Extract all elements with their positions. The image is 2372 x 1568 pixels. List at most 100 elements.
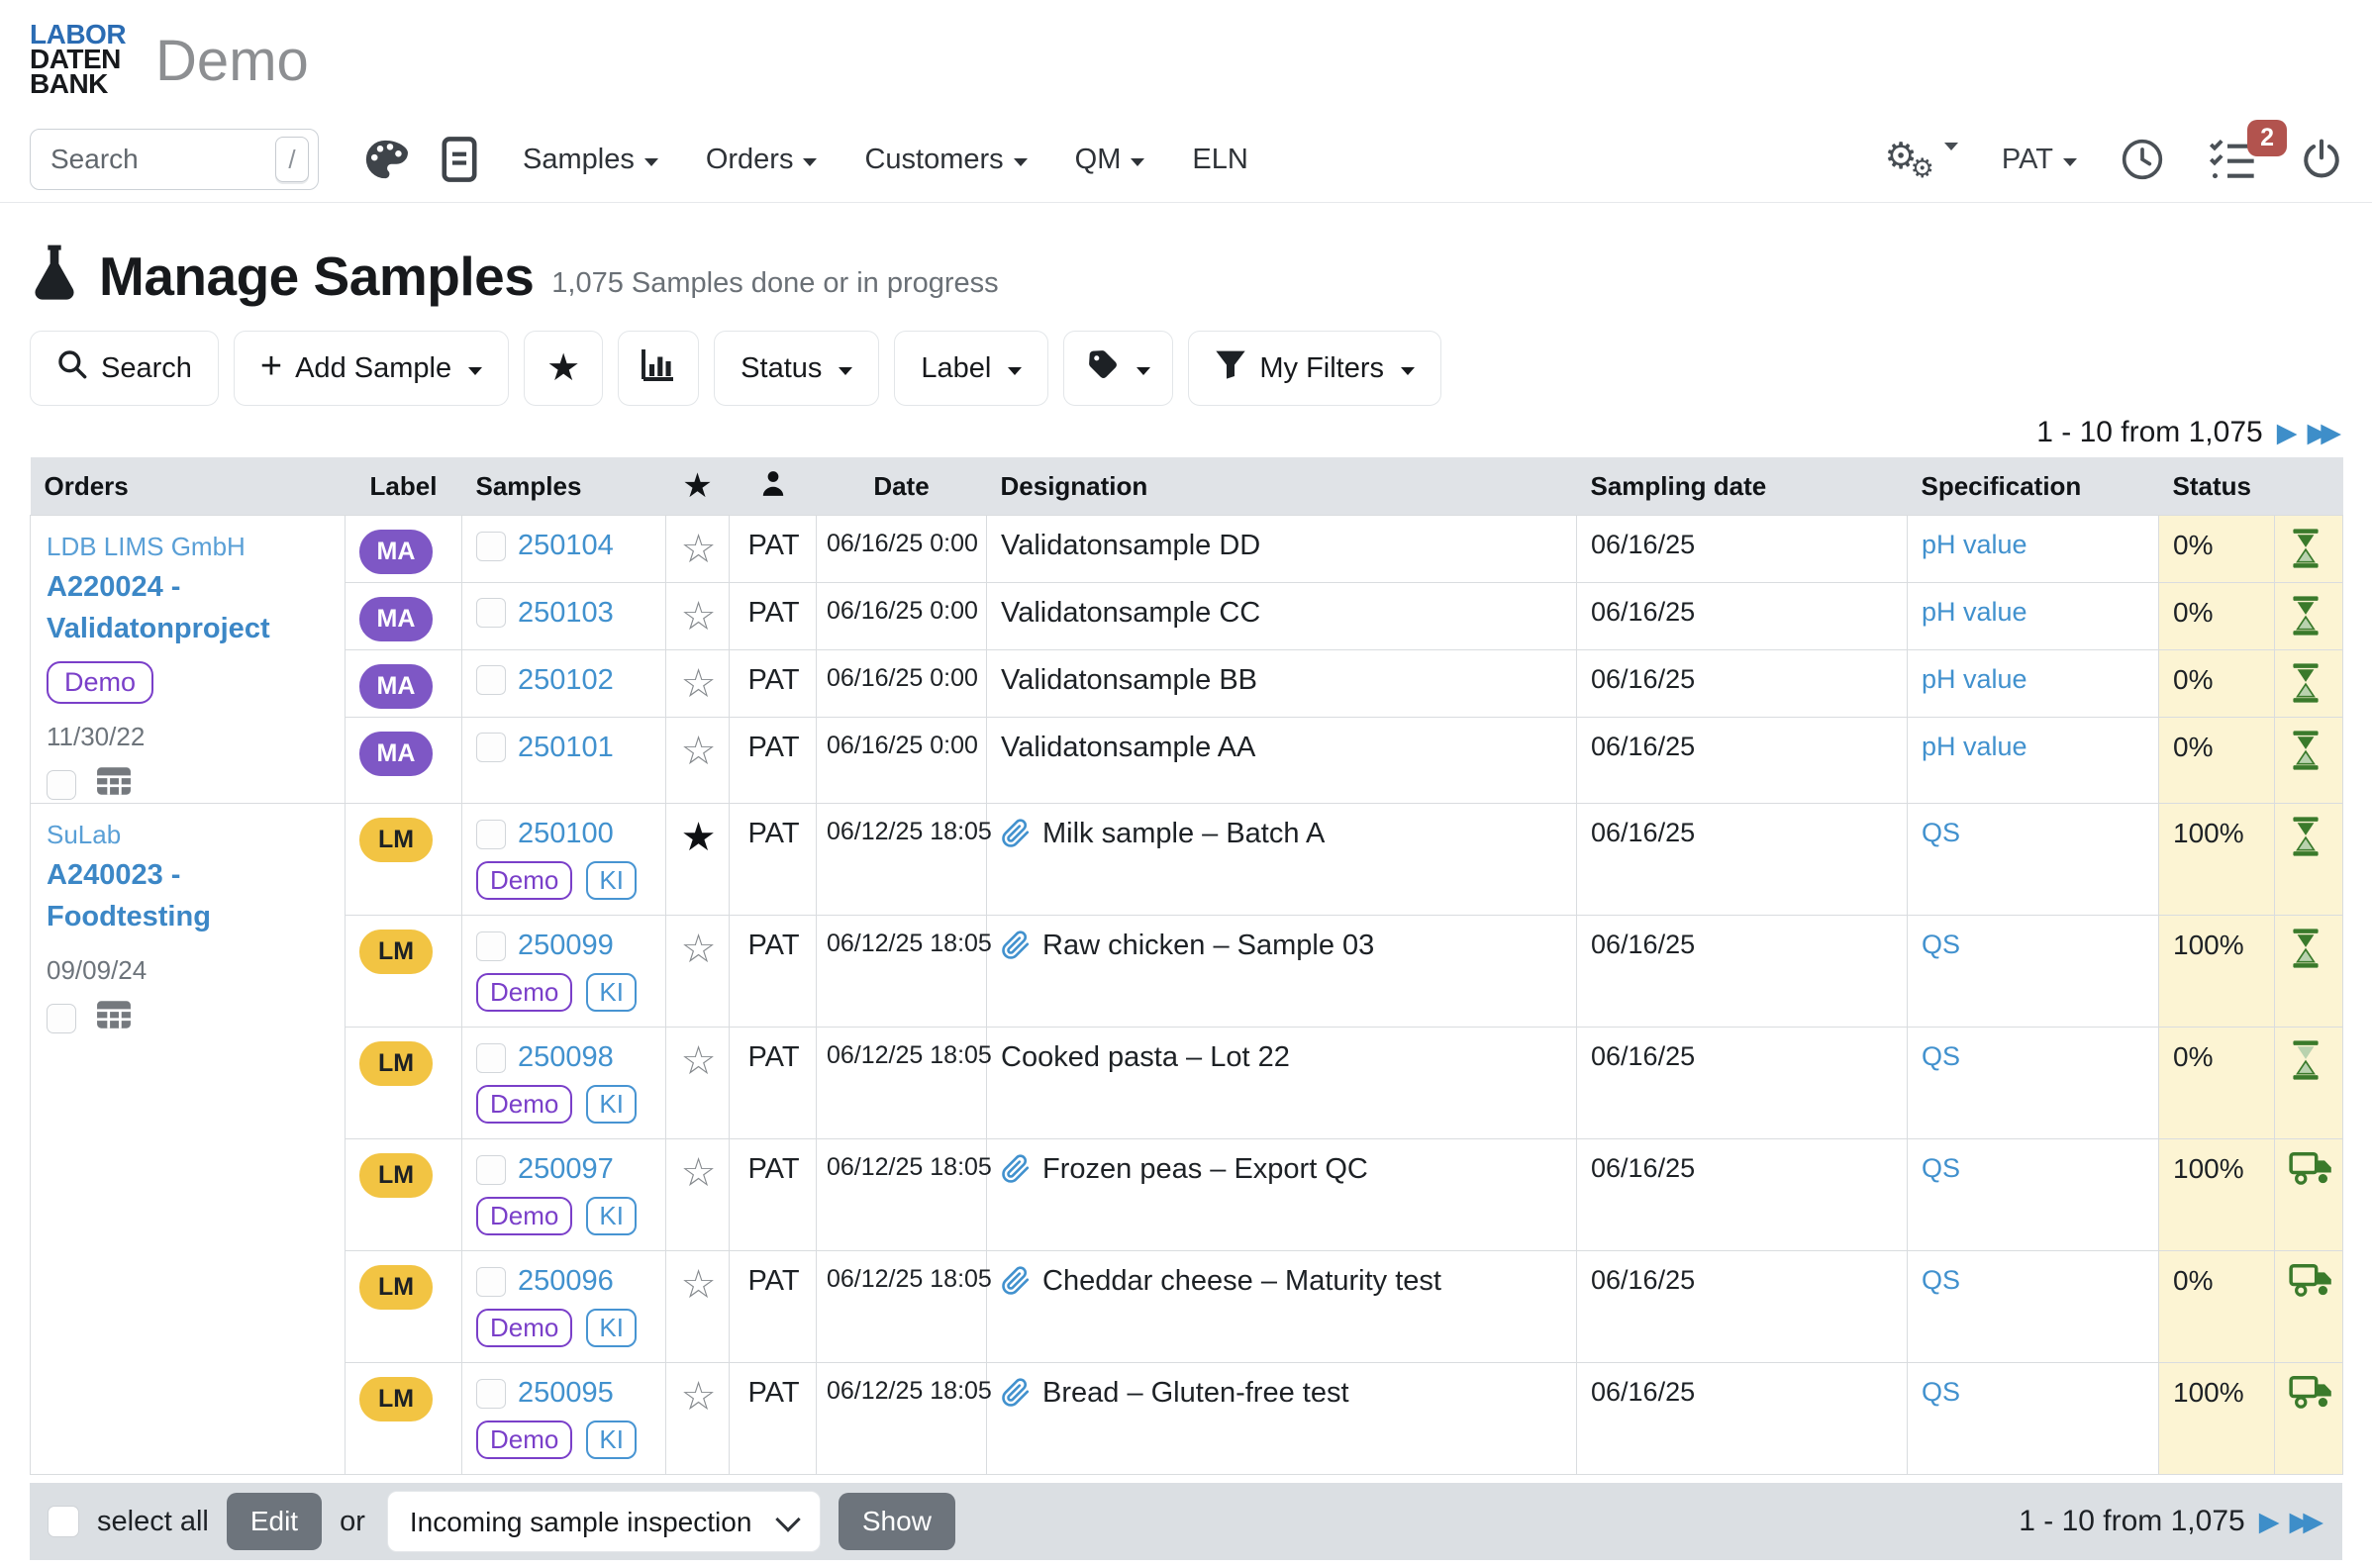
sample-number-link[interactable]: 250102 — [518, 663, 614, 696]
power-icon[interactable] — [2301, 139, 2342, 180]
user-menu[interactable]: PAT — [2002, 144, 2077, 176]
next-page-icon[interactable]: ▶ — [2258, 1506, 2280, 1536]
menu-orders[interactable]: Orders — [706, 144, 818, 176]
favorite-star-icon[interactable]: ☆ — [680, 928, 717, 972]
sample-checkbox[interactable] — [476, 1378, 506, 1409]
sample-checkbox[interactable] — [476, 1042, 506, 1073]
sample-number-link[interactable]: 250100 — [518, 818, 614, 850]
specification-link[interactable]: QS — [1922, 930, 1961, 960]
chevron-down-icon — [1401, 366, 1416, 375]
sample-checkbox[interactable] — [476, 733, 506, 763]
sample-checkbox[interactable] — [476, 531, 506, 561]
my-filters-button[interactable]: My Filters — [1188, 331, 1442, 406]
sample-number-link[interactable]: 250095 — [518, 1377, 614, 1410]
specification-link[interactable]: pH value — [1922, 663, 2027, 694]
edit-button[interactable]: Edit — [226, 1493, 323, 1551]
sample-checkbox[interactable] — [476, 598, 506, 629]
last-page-icon[interactable]: ▶▶ — [2307, 417, 2340, 447]
specification-link[interactable]: pH value — [1922, 731, 2027, 761]
sample-checkbox[interactable] — [476, 1154, 506, 1185]
sample-number-link[interactable]: 250098 — [518, 1041, 614, 1074]
column-header-status[interactable]: Status — [2158, 457, 2275, 516]
column-header-orders[interactable]: Orders — [30, 457, 346, 516]
user-column-header[interactable] — [729, 457, 817, 516]
paperclip-icon — [1001, 931, 1031, 968]
column-header-designation[interactable]: Designation — [986, 457, 1577, 516]
table-row: SuLab A240023 - Foodtesting 09/09/24 LM 2501… — [30, 803, 2343, 1476]
specification-link[interactable]: QS — [1922, 1153, 1961, 1184]
specification-cell: pH value — [1907, 648, 2159, 718]
search-input[interactable] — [31, 144, 318, 175]
column-header-status-icon[interactable] — [2274, 457, 2343, 516]
next-page-icon[interactable]: ▶ — [2276, 417, 2298, 447]
table-view-icon[interactable] — [96, 1000, 132, 1036]
specification-link[interactable]: pH value — [1922, 596, 2027, 627]
last-page-icon[interactable]: ▶▶ — [2289, 1506, 2323, 1536]
sample-number-link[interactable]: 250103 — [518, 596, 614, 629]
action-select[interactable]: Incoming sample inspection — [386, 1491, 821, 1553]
order-checkbox[interactable] — [47, 1003, 76, 1033]
favorite-star-icon[interactable]: ☆ — [680, 1263, 717, 1308]
label-filter-button[interactable]: Label — [894, 331, 1049, 406]
settings-gears-icon[interactable]: ⚙ ⚙ — [1885, 138, 1958, 182]
statistics-button[interactable] — [618, 331, 700, 406]
star-column-header[interactable]: ★ — [665, 457, 730, 516]
column-header-samples[interactable]: Samples — [461, 457, 666, 516]
clock-icon[interactable] — [2121, 138, 2164, 181]
order-checkbox[interactable] — [47, 769, 76, 800]
favorites-filter-button[interactable]: ★ — [524, 331, 604, 406]
column-header-date[interactable]: Date — [816, 457, 987, 516]
tag-filter-button[interactable] — [1063, 331, 1174, 406]
status-icon-cell — [2274, 515, 2343, 583]
column-header-sampling-date[interactable]: Sampling date — [1576, 457, 1908, 516]
document-icon[interactable] — [442, 137, 477, 182]
show-button[interactable]: Show — [838, 1493, 955, 1551]
menu-eln[interactable]: ELN — [1192, 143, 1248, 175]
favorite-star-icon[interactable]: ★ — [680, 816, 717, 860]
sample-number-link[interactable]: 250099 — [518, 930, 614, 962]
specification-link[interactable]: pH value — [1922, 530, 2027, 559]
menu-qm[interactable]: QM — [1075, 144, 1145, 176]
status-filter-button[interactable]: Status — [714, 331, 880, 406]
specification-link[interactable]: QS — [1922, 1041, 1961, 1072]
column-header-label[interactable]: Label — [345, 457, 462, 516]
order-link[interactable]: A240023 - Foodtesting — [47, 859, 211, 933]
order-customer-link[interactable]: SuLab — [47, 820, 122, 850]
specification-link[interactable]: QS — [1922, 1377, 1961, 1408]
sample-number-link[interactable]: 250097 — [518, 1153, 614, 1186]
sample-checkbox[interactable] — [476, 931, 506, 961]
add-sample-button[interactable]: + Add Sample — [233, 331, 510, 406]
designation-cell: Validatonsample BB — [986, 648, 1577, 718]
favorite-star-icon[interactable]: ☆ — [680, 528, 717, 571]
sample-checkbox[interactable] — [476, 819, 506, 849]
sample-checkbox[interactable] — [476, 1266, 506, 1297]
chevron-down-icon — [1013, 157, 1028, 166]
favorite-star-icon[interactable]: ☆ — [680, 1039, 717, 1084]
menu-customers[interactable]: Customers — [864, 144, 1028, 176]
tasklist-icon[interactable]: 2 — [2208, 120, 2287, 181]
favorite-star-icon[interactable]: ☆ — [680, 594, 717, 638]
sample-checkbox[interactable] — [476, 665, 506, 696]
table-view-icon[interactable] — [96, 766, 132, 803]
sample-number-link[interactable]: 250101 — [518, 731, 614, 763]
sample-type-badge: LM — [359, 818, 433, 863]
bar-chart-icon — [641, 346, 676, 390]
order-customer-link[interactable]: LDB LIMS GmbH — [47, 532, 246, 561]
labordatenbank-logo[interactable]: LABOR DATEN BANK — [30, 20, 127, 97]
specification-link[interactable]: QS — [1922, 1265, 1961, 1296]
sample-cell: 250104 — [461, 515, 666, 583]
sample-number-link[interactable]: 250096 — [518, 1265, 614, 1298]
favorite-star-icon[interactable]: ☆ — [680, 661, 717, 706]
order-link[interactable]: A220024 - Validatonproject — [47, 571, 270, 645]
search-button[interactable]: Search — [30, 331, 219, 406]
sample-number-link[interactable]: 250104 — [518, 530, 614, 561]
palette-icon[interactable] — [362, 137, 408, 182]
favorite-star-icon[interactable]: ☆ — [680, 1151, 717, 1196]
favorite-star-icon[interactable]: ☆ — [680, 729, 717, 773]
select-all-checkbox[interactable] — [48, 1506, 79, 1538]
favorite-star-icon[interactable]: ☆ — [680, 1375, 717, 1420]
column-header-specification[interactable]: Specification — [1907, 457, 2159, 516]
hourglass-light-icon — [2289, 1040, 2323, 1087]
menu-samples[interactable]: Samples — [523, 144, 658, 176]
specification-link[interactable]: QS — [1922, 818, 1961, 848]
